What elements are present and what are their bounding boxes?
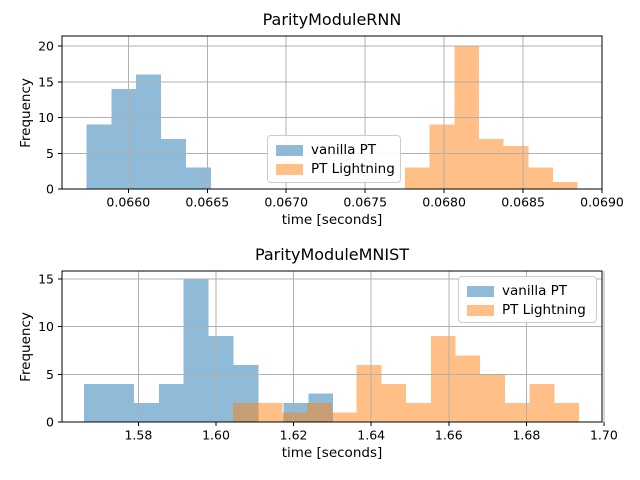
- chart1-title: ParityModuleRNN: [262, 10, 402, 29]
- chart1-x-axis-label: time [seconds]: [281, 212, 383, 228]
- chart-1-plot: 0.0660 0.0665 0.0670 0.0675 0.0680 0.0685 0.06…: [38, 35, 624, 210]
- series-vanilla-pt: [84, 279, 334, 422]
- histogram-bar: [186, 167, 212, 189]
- histogram-bar: [161, 138, 187, 189]
- histogram-bar: [84, 383, 110, 422]
- x-tick-label: 1.58: [124, 428, 152, 443]
- x-tick-label: 0.0660: [106, 195, 150, 210]
- x-tick-label: 1.64: [357, 428, 385, 443]
- blue-patch-icon: [467, 286, 494, 297]
- y-tick-label: 5: [46, 367, 54, 382]
- histogram-bar: [109, 383, 134, 422]
- histogram-bar: [233, 402, 258, 422]
- histogram-bar: [455, 355, 481, 422]
- x-tick-label: 1.68: [512, 428, 540, 443]
- histogram-bar: [331, 412, 357, 422]
- histogram-bar: [529, 383, 555, 422]
- plot-border: [61, 35, 603, 190]
- orange-patch-icon: [467, 305, 494, 316]
- legend-label: vanilla PT: [502, 283, 568, 299]
- x-tick-label: 0.0690: [580, 195, 624, 210]
- histogram-bar: [405, 167, 430, 189]
- histogram-bar: [158, 383, 184, 422]
- x-tick-label: 0.0670: [264, 195, 308, 210]
- histogram-bar: [257, 402, 283, 422]
- x-tick-label: 1.60: [202, 428, 230, 443]
- histogram-bar: [183, 279, 209, 422]
- legend-label: vanilla PT: [311, 142, 377, 158]
- histogram-bar: [356, 364, 382, 422]
- histogram-bar: [479, 138, 504, 189]
- histogram-bar: [503, 146, 529, 189]
- histogram-bar: [381, 383, 407, 422]
- legend-entry-vanilla-pt: vanilla PT: [467, 282, 588, 301]
- histogram-bar: [86, 124, 112, 189]
- chart2-legend: vanilla PT PT Lightning: [458, 276, 597, 323]
- histogram-bar: [504, 402, 530, 422]
- y-tick-label: 15: [38, 272, 54, 287]
- y-tick-label: 15: [38, 74, 54, 89]
- x-tick-label: 0.0675: [343, 195, 387, 210]
- histogram-bar: [136, 74, 162, 189]
- chart1-legend: vanilla PT PT Lightning: [267, 135, 401, 183]
- series-pt-lightning: [233, 336, 580, 422]
- plot-border: [61, 270, 603, 423]
- legend-entry-vanilla-pt: vanilla PT: [276, 141, 392, 160]
- y-tick-label: 20: [38, 39, 54, 54]
- x-tick-label: 0.0685: [501, 195, 545, 210]
- blue-patch-icon: [276, 145, 303, 156]
- histogram-bar: [111, 88, 137, 189]
- histogram-bar: [406, 402, 431, 422]
- orange-patch-icon: [276, 164, 303, 175]
- legend-entry-pt-lightning: PT Lightning: [276, 160, 395, 179]
- legend-entry-pt-lightning: PT Lightning: [467, 301, 588, 320]
- histogram-bar: [554, 402, 580, 422]
- legend-label: PT Lightning: [502, 302, 586, 318]
- chart2-x-axis-label: time [seconds]: [281, 445, 383, 461]
- histogram-bar: [208, 336, 234, 422]
- histogram-bar: [480, 374, 505, 422]
- y-tick-label: 0: [46, 182, 54, 197]
- y-tick-label: 0: [46, 415, 54, 430]
- histogram-bar: [430, 336, 456, 422]
- x-tick-label: 1.70: [590, 428, 618, 443]
- histogram-bar: [552, 181, 578, 189]
- series-vanilla-pt: [86, 74, 212, 189]
- chart-2-plot: 1.58 1.60 1.62 1.64 1.66 1.68 1.70 0 5 10 15: [38, 270, 618, 443]
- histogram-bar: [307, 402, 332, 422]
- histogram-bar: [429, 124, 455, 189]
- y-tick-label: 10: [38, 110, 54, 125]
- legend-label: PT Lightning: [311, 161, 395, 177]
- y-tick-label: 10: [38, 319, 54, 334]
- x-tick-label: 1.62: [280, 428, 308, 443]
- y-tick-label: 5: [46, 146, 54, 161]
- x-tick-label: 1.66: [435, 428, 463, 443]
- histogram-bar: [133, 402, 159, 422]
- chart2-y-axis-label: Frequency: [18, 312, 34, 382]
- x-tick-label: 0.0680: [422, 195, 466, 210]
- x-tick-label: 0.0665: [185, 195, 229, 210]
- histogram-bar: [282, 412, 308, 422]
- chart2-title: ParityModuleMNIST: [254, 245, 410, 264]
- chart1-y-axis-label: Frequency: [18, 78, 34, 148]
- histogram-bar: [528, 167, 553, 189]
